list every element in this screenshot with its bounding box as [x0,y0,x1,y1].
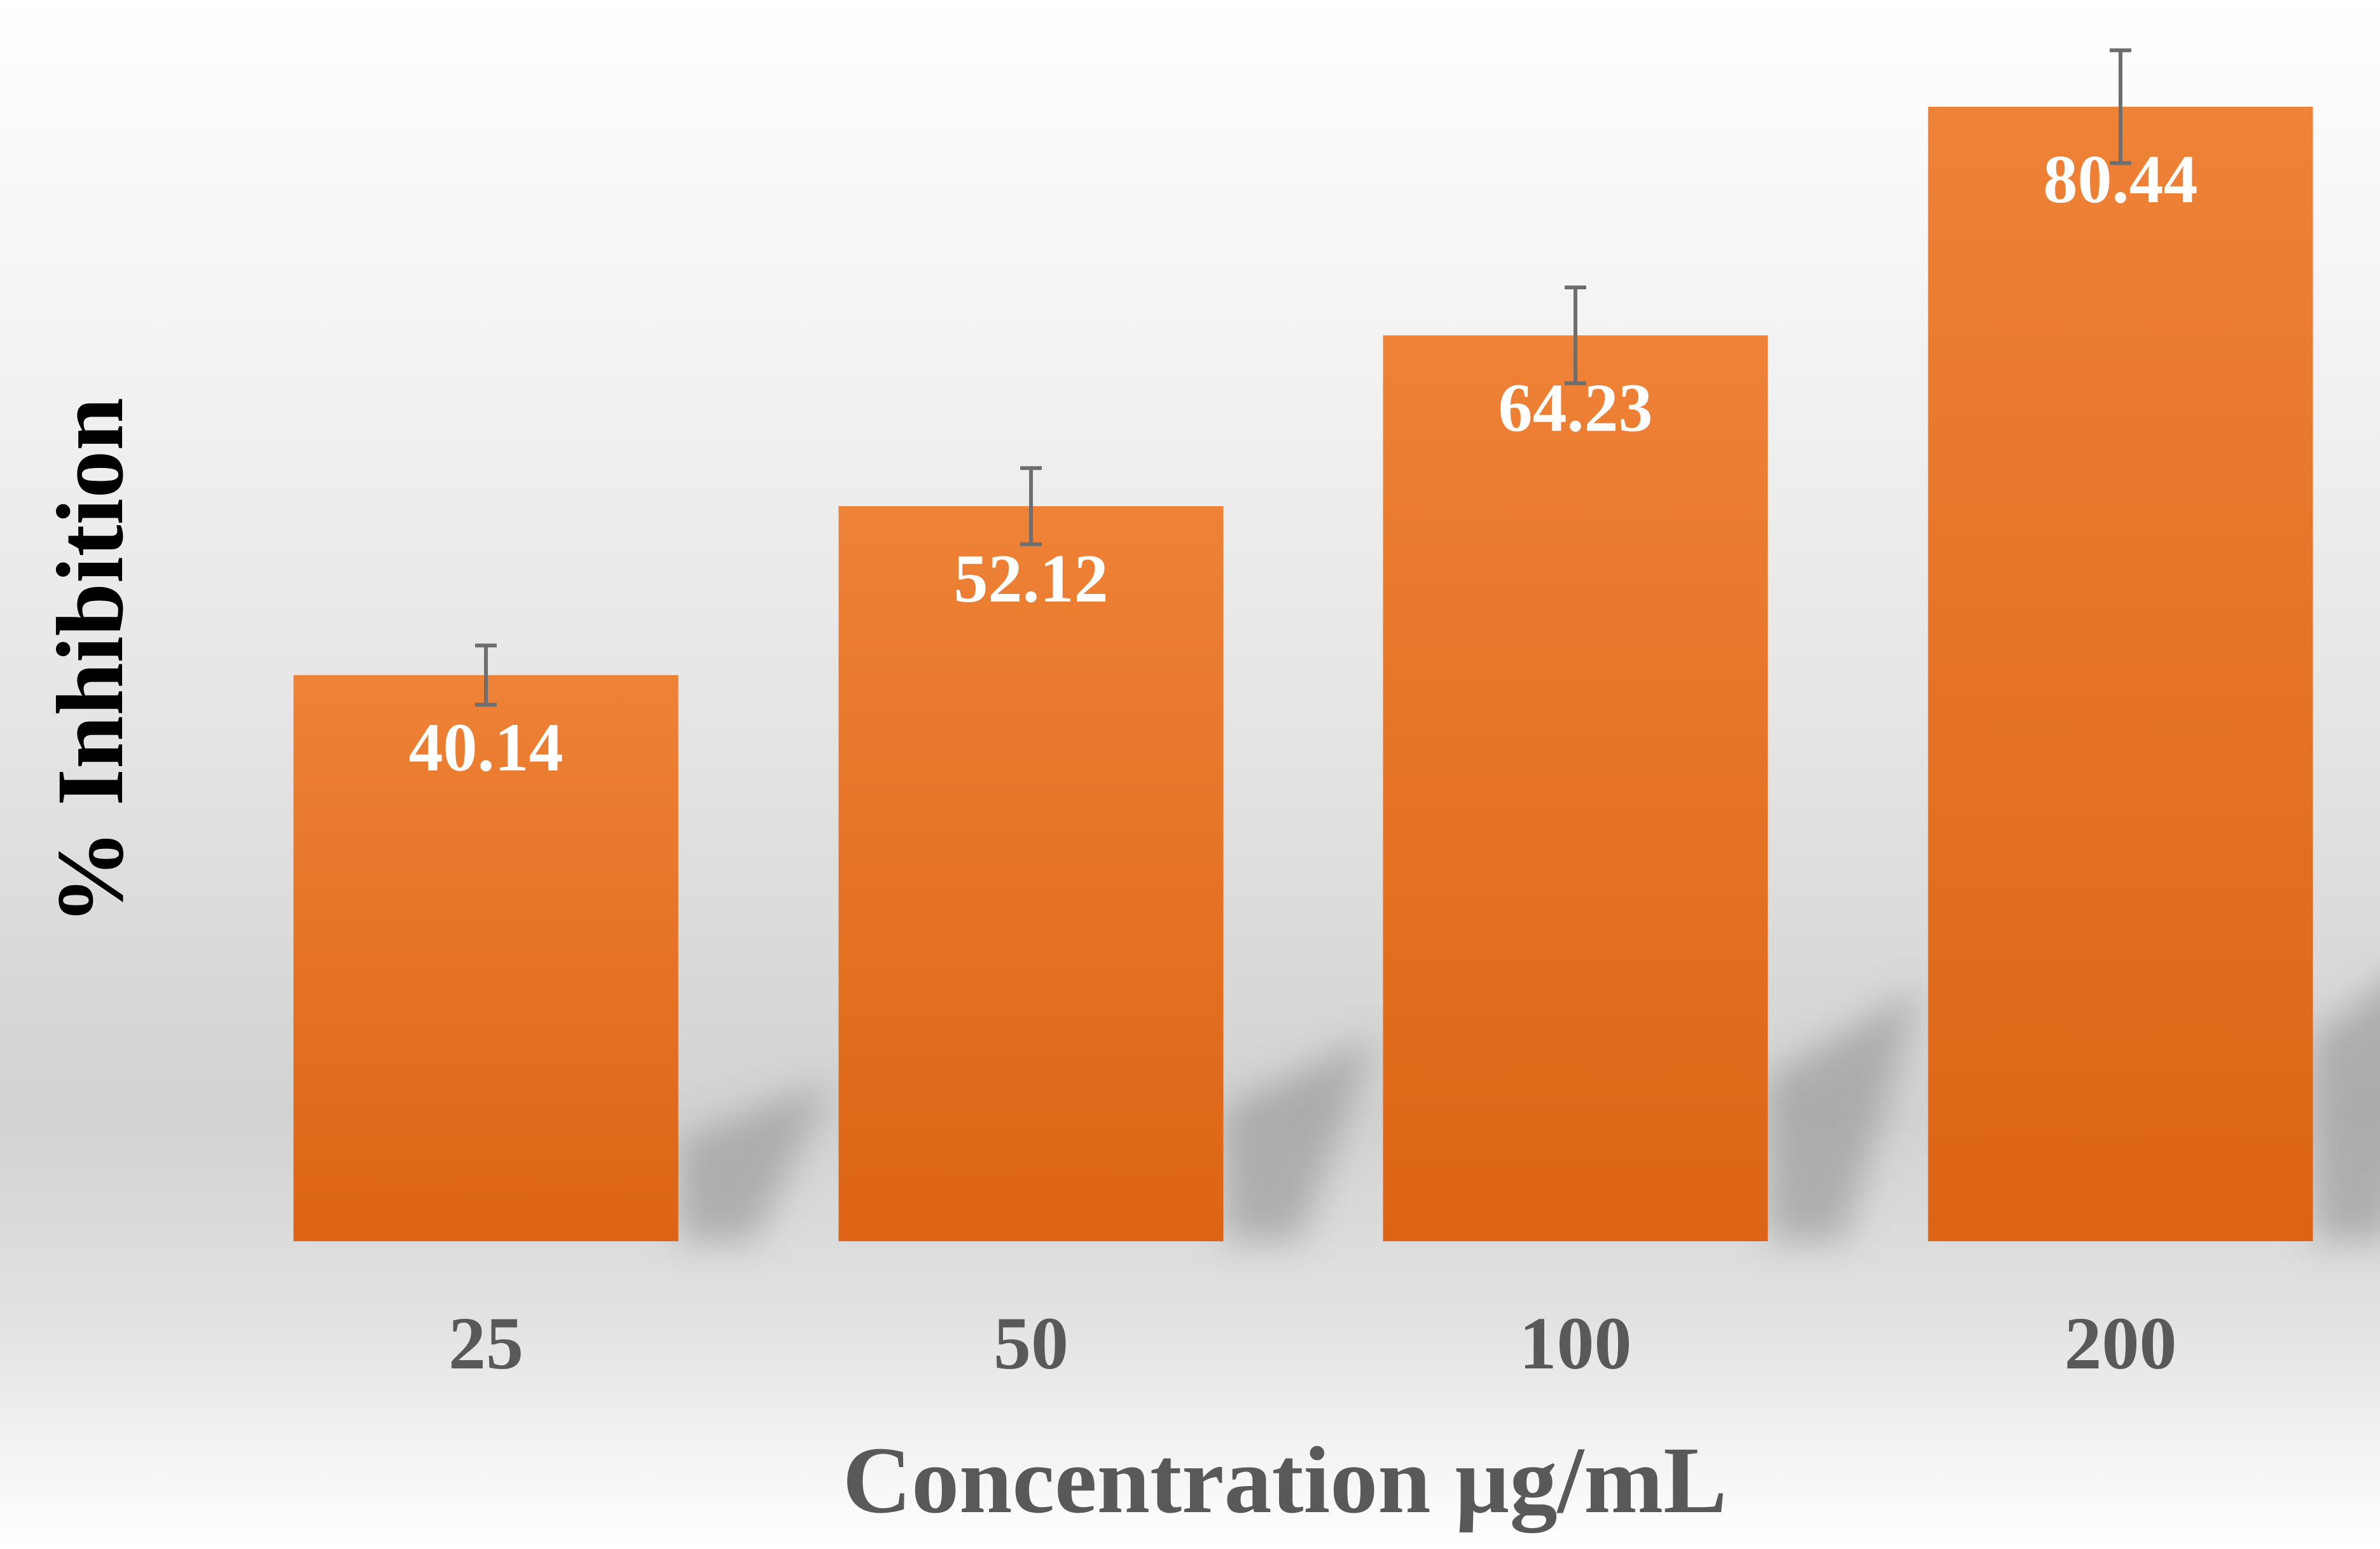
value-label-50: 52.12 [954,541,1109,617]
bar-200 [1928,106,2313,1241]
value-labels: 40.14 52.12 64.23 80.44 [409,142,2198,786]
bar-100 [1383,335,1768,1241]
bar-50 [838,506,1224,1241]
x-tick-label-25: 25 [448,1302,523,1385]
error-bars [475,48,2131,707]
x-tick-label-100: 100 [1519,1302,1632,1385]
error-bar-100 [1565,285,1586,385]
bar-shadow [678,1082,831,1241]
value-label-200: 80.44 [2044,142,2198,217]
x-tick-labels: 25 50 100 200 [448,1302,2177,1385]
bar-25 [293,675,679,1241]
error-bar-200 [2110,48,2131,165]
value-label-100: 64.23 [1498,370,1653,446]
bar-shadow [2313,987,2380,1241]
bar-series [293,106,2313,1241]
value-label-25: 40.14 [409,710,564,786]
x-axis-title: Concentration µg/mL [843,1428,1727,1533]
y-axis-title: % Inhibition [38,397,143,925]
x-tick-label-50: 50 [993,1302,1069,1385]
error-bar-50 [1020,466,1042,546]
bar-shadow [1223,1035,1376,1241]
error-bar-25 [475,644,497,707]
bar-shadow [1768,988,1921,1241]
x-tick-label-200: 200 [2065,1302,2177,1385]
bar-shadows [678,987,2380,1241]
